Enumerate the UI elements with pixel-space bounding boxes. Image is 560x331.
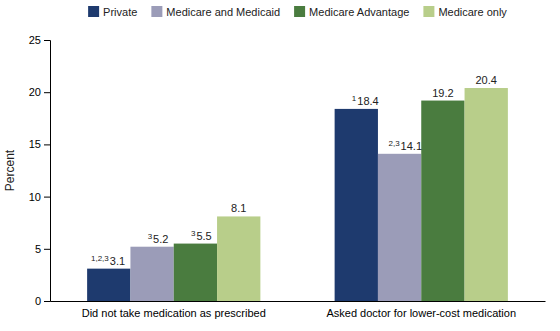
y-tick-mark — [44, 92, 50, 93]
bar — [130, 247, 173, 301]
y-tick-label: 5 — [35, 243, 41, 255]
bar — [335, 109, 378, 301]
x-tick: Asked doctor for lower-cost medication — [326, 307, 516, 319]
y-tick-label: 10 — [29, 191, 41, 203]
bar — [421, 101, 464, 301]
bar — [174, 244, 217, 301]
y-axis: 0 5 10 15 20 25 — [29, 34, 51, 307]
bar — [217, 216, 260, 301]
legend-item: Medicare and Medicaid — [151, 6, 280, 18]
chart-container: 1,2,33.1118.435.22,314.135.519.28.120.40… — [0, 0, 560, 331]
data-label: 5.5 — [196, 230, 211, 242]
y-tick-mark — [44, 144, 50, 145]
superscript: 3 — [148, 232, 153, 241]
y-tick: 5 — [35, 243, 50, 255]
legend-swatch — [294, 6, 305, 17]
y-tick: 10 — [29, 191, 50, 203]
legend-swatch — [423, 6, 434, 17]
y-tick-mark — [44, 301, 50, 302]
legend-swatch — [151, 6, 162, 17]
data-label: 14.1 — [401, 140, 422, 152]
chart: 1,2,33.1118.435.22,314.135.519.28.120.40… — [0, 0, 560, 331]
bar — [465, 88, 508, 301]
data-labels: 1,2,33.1118.435.22,314.135.519.28.120.4 — [91, 74, 497, 267]
y-tick-mark — [44, 249, 50, 250]
y-tick: 25 — [29, 34, 50, 46]
data-label: 18.4 — [357, 95, 378, 107]
data-label: 20.4 — [476, 74, 497, 86]
x-axis: Did not take medication as prescribed Ask… — [51, 302, 546, 319]
y-tick-label: 15 — [29, 138, 41, 150]
data-label: 19.2 — [432, 87, 453, 99]
data-label: 5.2 — [153, 233, 168, 245]
y-tick: 20 — [29, 86, 50, 98]
bar — [378, 154, 421, 301]
data-label: 3.1 — [110, 255, 125, 267]
superscript: 1,2,3 — [91, 254, 109, 263]
y-tick-label: 0 — [35, 295, 41, 307]
legend-label: Medicare Advantage — [309, 6, 409, 18]
legend-swatch — [88, 6, 99, 17]
legend-label: Private — [103, 6, 137, 18]
legend: Private Medicare and Medicaid Medicare Adv… — [88, 6, 507, 18]
x-tick: Did not take medication as prescribed — [82, 307, 266, 319]
x-axis-line — [51, 301, 546, 302]
legend-item: Medicare only — [423, 6, 507, 18]
superscript: 2,3 — [388, 139, 400, 148]
bars — [87, 88, 508, 301]
y-tick-mark — [44, 197, 50, 198]
legend-item: Medicare Advantage — [294, 6, 409, 18]
x-tick-label: Did not take medication as prescribed — [82, 307, 266, 319]
y-tick-label: 20 — [29, 86, 41, 98]
y-tick: 15 — [29, 138, 50, 150]
y-tick-mark — [44, 40, 50, 41]
y-tick: 0 — [35, 295, 50, 307]
x-tick-label: Asked doctor for lower-cost medication — [326, 307, 516, 319]
superscript: 1 — [352, 94, 357, 103]
superscript: 3 — [191, 229, 196, 238]
legend-item: Private — [88, 6, 137, 18]
y-axis-line — [44, 41, 51, 302]
bar — [87, 269, 130, 301]
data-label: 8.1 — [231, 202, 246, 214]
legend-label: Medicare only — [438, 6, 507, 18]
y-tick-label: 25 — [29, 34, 41, 46]
legend-label: Medicare and Medicaid — [166, 6, 280, 18]
y-axis-title: Percent — [3, 149, 17, 191]
